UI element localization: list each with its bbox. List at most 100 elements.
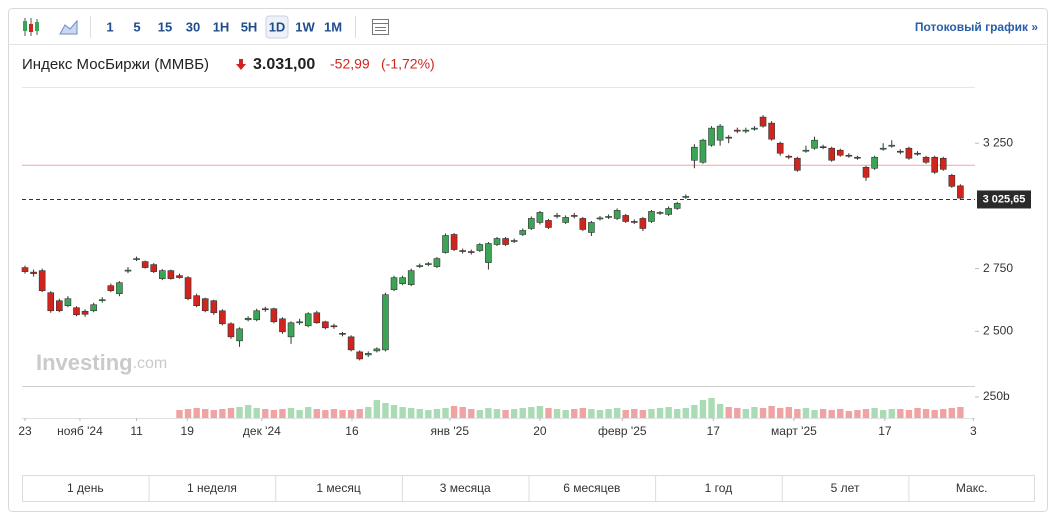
volume-bar <box>416 409 423 418</box>
volume-bar <box>940 409 947 418</box>
candle-body <box>794 157 801 171</box>
volume-bar <box>202 409 209 418</box>
volume-bar <box>562 410 569 418</box>
candle-body <box>905 147 913 159</box>
candle-body <box>261 308 269 311</box>
interval-button[interactable]: 1W <box>295 19 315 34</box>
volume-bar <box>751 406 758 418</box>
volume-bar <box>828 410 835 418</box>
range-button[interactable]: 6 месяцев <box>563 481 620 495</box>
candle-body <box>776 142 784 154</box>
candle-body <box>467 251 475 253</box>
last-price-box <box>977 190 1031 209</box>
interval-button[interactable]: 1D <box>269 19 286 34</box>
interval-button[interactable]: 5H <box>241 19 258 34</box>
table-icon[interactable] <box>372 19 389 35</box>
interval-button[interactable]: 5 <box>133 19 140 34</box>
range-button[interactable]: 1 день <box>67 481 104 495</box>
volume-bar <box>854 410 861 418</box>
volume-bar <box>862 409 870 418</box>
interval-button[interactable]: 1 <box>106 19 113 34</box>
volume-bar <box>279 409 286 418</box>
volume-bar <box>811 410 818 418</box>
volume-bar <box>219 409 226 418</box>
volume-bar <box>776 408 784 418</box>
candle-body <box>433 258 441 267</box>
interval-button[interactable]: 15 <box>158 19 172 34</box>
volume-bar <box>450 405 458 418</box>
volume-bar <box>888 409 895 418</box>
x-tick-label: 3 <box>970 424 977 438</box>
candle-body <box>545 220 552 228</box>
volume-bar <box>339 410 346 418</box>
candle-body <box>73 307 80 316</box>
volume-bar <box>871 408 878 418</box>
interval-button[interactable]: 1M <box>324 19 342 34</box>
volume-bar <box>579 408 587 418</box>
candle-body <box>159 270 166 279</box>
candle-body <box>562 217 569 223</box>
x-tick-label: дек '24 <box>243 424 281 438</box>
interval-button[interactable]: 30 <box>186 19 200 34</box>
price: 3.031,00 <box>253 56 315 73</box>
volume-bar <box>407 408 415 418</box>
volume-bar <box>794 409 801 418</box>
range-button[interactable]: 1 год <box>705 481 733 495</box>
volume-bar <box>536 405 544 418</box>
candle-body <box>38 270 46 291</box>
volume-bar <box>262 409 269 418</box>
down-arrow <box>236 59 246 70</box>
candle-body <box>957 185 964 199</box>
volume-bar <box>622 410 629 418</box>
candle-body <box>588 222 595 233</box>
volume-bar <box>287 408 295 418</box>
volume-bar <box>725 406 732 418</box>
volume-bar <box>957 406 964 418</box>
candle-body <box>98 299 106 302</box>
area-icon[interactable] <box>59 19 78 35</box>
volume-bar <box>837 409 844 418</box>
volume-bar <box>493 409 501 418</box>
volume-bar <box>305 406 312 418</box>
candle-icon[interactable] <box>23 18 39 36</box>
candle-body <box>450 234 458 250</box>
interval-selected <box>265 15 289 39</box>
candle-body <box>742 129 750 132</box>
interval-button[interactable]: 1H <box>213 19 230 34</box>
candle-body <box>922 156 930 163</box>
candle-body <box>914 152 921 155</box>
candle-body <box>116 282 123 294</box>
range-button[interactable]: 1 месяц <box>316 481 360 495</box>
candle-body <box>596 217 604 220</box>
candle-body <box>30 271 37 274</box>
last-price-label: 3 025,65 <box>983 193 1026 205</box>
watermark-suffix: .com <box>133 355 168 372</box>
candle-body <box>888 144 896 147</box>
volume-bar <box>270 410 278 418</box>
candle-body <box>733 129 741 132</box>
volume-bar <box>613 408 621 418</box>
volume-bar <box>322 410 329 418</box>
range-button[interactable]: 1 неделя <box>187 481 237 495</box>
x-tick-label: янв '25 <box>431 424 470 438</box>
y-tick-label: 2 500 <box>983 323 1013 337</box>
candle-body <box>322 321 329 329</box>
candle-body <box>236 328 243 342</box>
candle-body <box>416 265 424 267</box>
candle-body <box>90 304 97 312</box>
candle-body <box>931 156 938 173</box>
volume-bar <box>605 409 612 418</box>
x-tick-label: нояб '24 <box>57 424 103 438</box>
volume-bar <box>553 409 561 418</box>
stream-link[interactable]: Потоковый график » <box>915 20 1038 34</box>
candle-body <box>425 263 432 265</box>
volume-bar <box>227 408 235 418</box>
candle-body <box>716 125 724 141</box>
candle-body <box>862 166 870 178</box>
candle-body <box>270 308 278 323</box>
candle-body <box>184 277 192 300</box>
range-button[interactable]: 5 лет <box>831 481 860 495</box>
range-button[interactable]: Макс. <box>956 481 988 495</box>
volume-bar <box>674 409 681 418</box>
range-button[interactable]: 3 месяца <box>440 481 491 495</box>
